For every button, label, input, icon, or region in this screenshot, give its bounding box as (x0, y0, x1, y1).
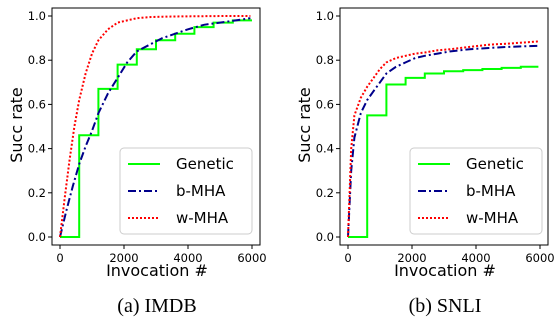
chart-panel-snli: 0.0 0.2 0.4 0.6 0.8 1.0 0 2000 4000 6000 Succ ra… (295, 7, 555, 317)
legend-label-genetic: Genetic (176, 155, 234, 173)
y-tick-label: 0.2 (28, 186, 46, 200)
y-axis-label: Succ rate (295, 87, 314, 162)
x-ticks: 0 2000 4000 6000 (56, 245, 267, 265)
legend: Genetic b-MHA w-MHA (119, 147, 253, 235)
chart-panel-imdb: 0.0 0.2 0.4 0.6 0.8 1.0 0 2000 4000 6000 Succ ra… (7, 7, 267, 317)
y-tick-label: 0.4 (28, 142, 46, 156)
series-line-genetic (60, 19, 252, 238)
x-tick-label: 4000 (461, 251, 490, 265)
x-tick-label: 4000 (173, 251, 202, 265)
y-tick-label: 1.0 (316, 9, 334, 23)
legend-label-b-mha: b-MHA (466, 182, 516, 200)
x-tick-label: 6000 (237, 251, 266, 265)
x-tick-label: 0 (56, 251, 63, 265)
y-ticks: 0.0 0.2 0.4 0.6 0.8 1.0 (28, 9, 52, 244)
caption-imdb: (a) IMDB (117, 295, 196, 317)
plot-frame (51, 7, 261, 246)
x-axis-label: Invocation # (394, 261, 496, 280)
legend-label-genetic: Genetic (466, 155, 524, 173)
x-axis-label: Invocation # (106, 261, 208, 280)
caption-snli: (b) SNLI (409, 295, 482, 317)
y-tick-label: 0.6 (28, 97, 46, 111)
y-tick-label: 0.6 (316, 97, 334, 111)
legend-label-w-mha: w-MHA (466, 209, 519, 227)
y-tick-label: 0.8 (316, 53, 334, 67)
y-tick-label: 0.4 (316, 142, 334, 156)
y-tick-label: 0.2 (316, 186, 334, 200)
x-tick-label: 2000 (397, 251, 426, 265)
x-tick-label: 2000 (109, 251, 138, 265)
y-tick-label: 0.8 (28, 53, 46, 67)
plot-frame (339, 7, 549, 246)
legend-label-b-mha: b-MHA (176, 182, 226, 200)
series-line-genetic (348, 65, 539, 238)
series-lines (347, 40, 539, 238)
y-axis-label: Succ rate (7, 87, 26, 162)
y-tick-label: 0.0 (28, 230, 46, 244)
y-tick-label: 0.0 (316, 230, 334, 244)
legend-box (119, 147, 253, 235)
series-lines (59, 15, 252, 238)
series-line-w-mha (59, 15, 251, 238)
x-tick-label: 6000 (525, 251, 554, 265)
legend-label-w-mha: w-MHA (176, 209, 229, 227)
legend-box (409, 147, 543, 235)
x-ticks: 0 2000 4000 6000 (344, 245, 555, 265)
y-ticks: 0.0 0.2 0.4 0.6 0.8 1.0 (316, 9, 340, 244)
series-line-w-mha (347, 40, 539, 238)
series-line-b-mha (347, 44, 539, 238)
series-line-b-mha (59, 17, 251, 238)
y-tick-label: 1.0 (28, 9, 46, 23)
legend: Genetic b-MHA w-MHA (409, 147, 543, 235)
x-tick-label: 0 (344, 251, 351, 265)
